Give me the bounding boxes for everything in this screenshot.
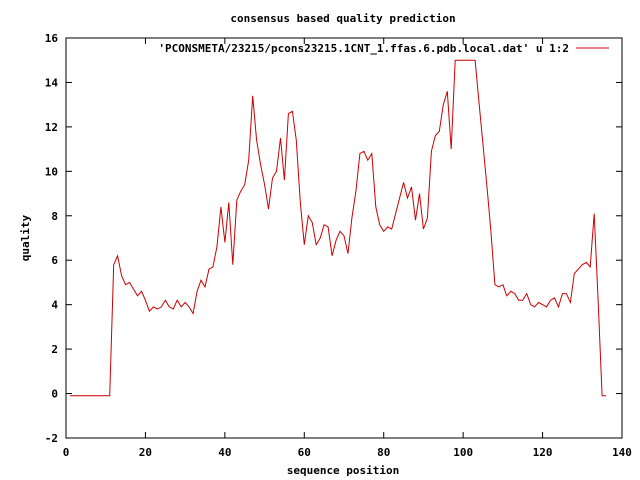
y-tick-label: 2: [51, 343, 58, 356]
y-axis-label: quality: [19, 214, 32, 261]
series-lines: [70, 59, 607, 397]
y-tick-label: 14: [45, 76, 59, 89]
y-tick-label: 4: [51, 299, 58, 312]
x-tick-label: 20: [139, 446, 152, 459]
series-line: [70, 59, 607, 397]
x-tick-label: 140: [612, 446, 632, 459]
legend-label: 'PCONSMETA/23215/pcons23215.1CNT_1.ffas.…: [158, 42, 569, 55]
y-tick-label: 0: [51, 388, 58, 401]
y-tick-label: -2: [45, 432, 58, 445]
axis-ticks: 0 20 40 60 80 100 120 140 -2 0 2 4 6 8 10 12 14 16: [45, 32, 632, 459]
legend: 'PCONSMETA/23215/pcons23215.1CNT_1.ffas.…: [158, 42, 609, 55]
y-tick-label: 8: [51, 210, 58, 223]
y-tick-label: 16: [45, 32, 59, 45]
x-tick-label: 100: [453, 446, 473, 459]
x-axis-label: sequence position: [287, 464, 400, 477]
plot-frame: [65, 37, 623, 439]
y-tick-label: 6: [51, 254, 58, 267]
x-tick-label: 80: [377, 446, 390, 459]
x-tick-label: 0: [63, 446, 70, 459]
chart-title: consensus based quality prediction: [230, 12, 455, 25]
x-tick-label: 120: [533, 446, 553, 459]
x-tick-label: 60: [298, 446, 311, 459]
x-tick-label: 40: [218, 446, 231, 459]
y-tick-label: 12: [45, 121, 58, 134]
y-tick-label: 10: [45, 165, 58, 178]
